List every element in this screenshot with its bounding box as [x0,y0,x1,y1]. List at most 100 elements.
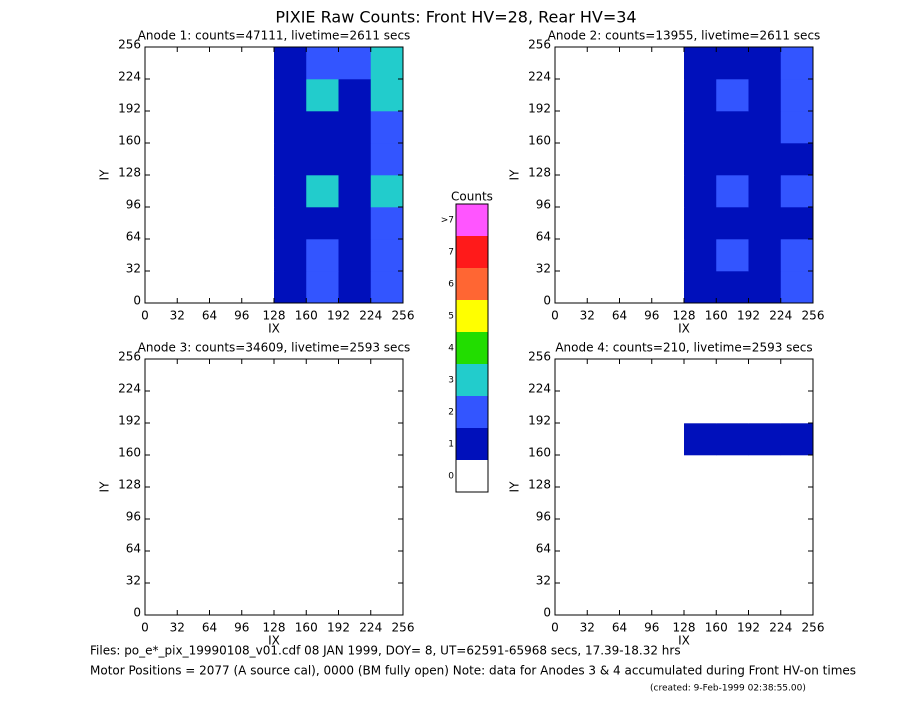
heat-cell [555,207,588,240]
y-tick-label: 256 [118,38,141,52]
heat-cell [145,79,178,112]
heat-cell [274,47,307,80]
x-tick-label: 32 [580,309,595,323]
y-tick-label: 96 [126,510,141,524]
heat-cell [684,551,717,584]
heat-cell [587,391,620,424]
y-tick-label: 128 [528,166,551,180]
heat-cell [145,175,178,208]
heat-cell [619,207,653,240]
heat-cell [619,487,653,520]
heat-cell [651,47,685,80]
x-tick-label: 160 [705,309,728,323]
heat-cell [780,111,814,144]
heat-cell [619,583,653,616]
heat-cell [587,423,620,456]
heat-cell [555,551,588,584]
heat-cell [651,175,685,208]
heat-cell [338,391,372,424]
heat-cell [748,239,782,272]
heat-cell [684,359,717,392]
heat-cell [684,519,717,552]
colorbar-title: Counts [451,190,493,204]
heat-cell [306,271,339,304]
heat-cell [587,583,620,616]
heat-cell [587,175,620,208]
x-tick-label: 96 [234,621,249,635]
heat-cell [619,551,653,584]
heat-cell [209,111,243,144]
heat-cell [209,143,243,176]
heat-cell [555,143,588,176]
colorbar-swatch [456,236,488,268]
heat-cell [338,487,372,520]
heat-cell [587,487,620,520]
heat-cell [587,111,620,144]
heat-cell [177,207,210,240]
heat-cell [370,271,404,304]
heat-cell [587,143,620,176]
x-tick-label: 224 [359,309,382,323]
heat-cell [619,143,653,176]
colorbar-swatch [456,396,488,428]
heat-cell [209,207,243,240]
footer-line: Motor Positions = 2077 (A source cal), 0… [90,664,856,678]
heat-cell [209,583,243,616]
heat-cell [370,111,404,144]
y-tick-label: 192 [118,414,141,428]
heat-cell [177,239,210,272]
heat-cell [555,583,588,616]
heat-cell [209,271,243,304]
heat-cell [619,111,653,144]
heat-cell [241,487,275,520]
heat-cell [209,175,243,208]
heat-cell [684,423,717,456]
panel-title: Anode 3: counts=34609, livetime=2593 sec… [138,341,411,355]
heat-cell [587,271,620,304]
heat-cell [177,551,210,584]
y-tick-label: 64 [126,230,141,244]
heat-cell [274,583,307,616]
heat-cell [587,207,620,240]
y-tick-label: 0 [133,606,141,620]
heat-cell [748,519,782,552]
x-tick-label: 64 [202,621,217,635]
heat-cell [748,391,782,424]
y-tick-label: 32 [536,574,551,588]
y-tick-label: 0 [543,294,551,308]
heat-cell [555,519,588,552]
heat-cell [619,175,653,208]
heat-cell [716,143,749,176]
heat-cell [145,207,178,240]
y-tick-label: 160 [118,446,141,460]
heat-cell [338,455,372,488]
x-tick-label: 224 [769,621,792,635]
heat-cell [684,175,717,208]
x-tick-label: 0 [141,309,149,323]
heat-cell [716,239,749,272]
heat-cell [619,79,653,112]
heat-cell [370,207,404,240]
heat-cell [241,455,275,488]
heat-cell [177,359,210,392]
page-title: PIXIE Raw Counts: Front HV=28, Rear HV=3… [275,8,636,27]
heat-cell [274,551,307,584]
heat-cell [716,47,749,80]
x-tick-label: 64 [202,309,217,323]
heat-cell [684,47,717,80]
heat-cell [619,359,653,392]
heat-cell [651,239,685,272]
heat-cell [748,79,782,112]
heat-cell [338,551,372,584]
heat-cell [684,455,717,488]
heat-cell [306,423,339,456]
heat-cell [555,79,588,112]
heat-cell [370,79,404,112]
heat-cell [177,143,210,176]
heat-cell [716,455,749,488]
x-tick-label: 96 [644,621,659,635]
heat-cell [748,175,782,208]
heat-cell [716,519,749,552]
heat-cell [241,207,275,240]
panel-title: Anode 2: counts=13955, livetime=2611 sec… [548,29,821,43]
